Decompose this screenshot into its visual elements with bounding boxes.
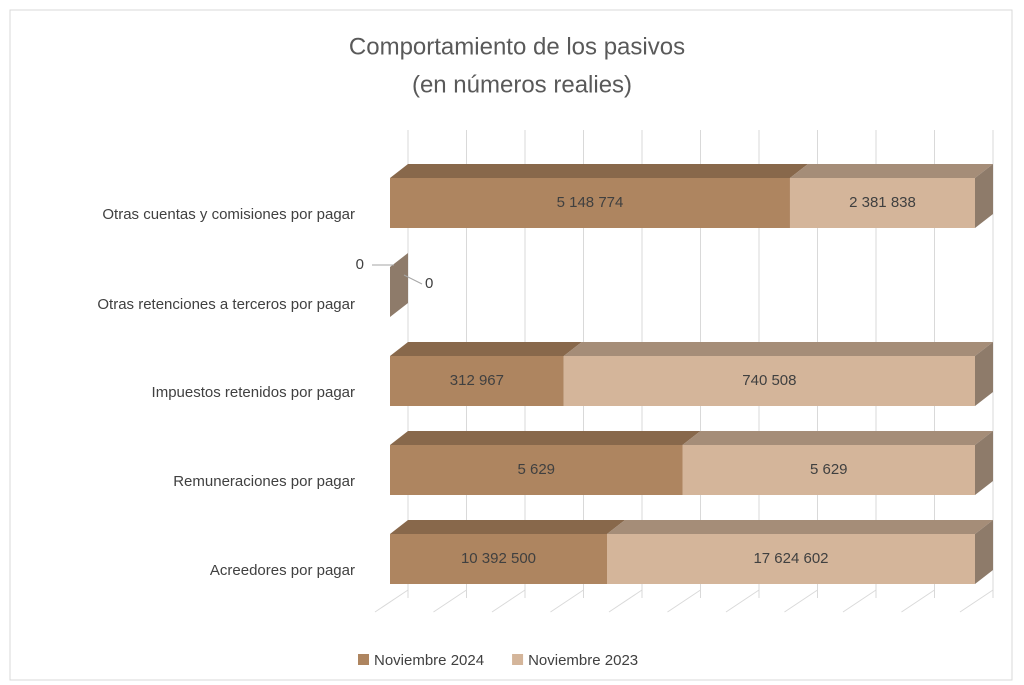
floor-grid-line [959,589,994,613]
bar [682,445,975,495]
bar-top [789,164,993,178]
data-label: 2 381 838 [849,194,916,211]
legend-label: Noviembre 2024 [374,652,484,669]
bar-top [390,520,625,534]
data-label: 5 629 [517,461,555,478]
floor-grid-line [491,589,526,613]
bar [390,356,564,406]
data-label: 5 148 774 [557,194,624,211]
bar [390,534,607,584]
chart-title: Comportamiento de los pasivos [349,33,685,60]
bar-top [563,342,993,356]
floor-grid-line [725,589,760,613]
category-label: Impuestos retenidos por pagar [152,384,355,401]
bar-side [975,431,993,495]
bar [606,534,975,584]
bar-top [390,431,701,445]
floor-grid-line [901,589,935,613]
legend-swatch [358,654,369,665]
bar-top [390,164,808,178]
data-label: 312 967 [450,372,504,389]
data-label: 10 392 500 [461,550,536,567]
bar-side [390,253,408,317]
data-label: 17 624 602 [753,550,828,567]
data-label: 0 [425,275,433,292]
floor-grid-line [842,589,877,613]
floor-grid-line [433,589,467,613]
bar-top [606,520,993,534]
bar-side [975,342,993,406]
data-label: 740 508 [742,372,796,389]
floor-grid-line [550,589,584,613]
floor-grid-line [667,589,701,613]
bar-side [975,520,993,584]
data-label: 0 [356,256,364,273]
bar [563,356,975,406]
floor-grid-line [784,589,818,613]
bar [789,178,975,228]
bar [390,445,683,495]
leader-line [403,274,423,285]
bar-top [682,431,993,445]
floor-grid-line [608,589,643,613]
bar-top [390,342,582,356]
chart-subtitle: (en números realies) [412,71,632,98]
bar [390,178,790,228]
bar-side [975,164,993,228]
category-label: Remuneraciones por pagar [173,473,355,490]
legend-label: Noviembre 2023 [528,652,638,669]
category-label: Otras cuentas y comisiones por pagar [102,206,355,223]
legend-swatch [512,654,524,665]
category-label: Otras retenciones a terceros por pagar [97,296,355,313]
data-label: 5 629 [810,461,848,478]
category-label: Acreedores por pagar [210,562,355,579]
floor-grid-line [374,589,409,613]
